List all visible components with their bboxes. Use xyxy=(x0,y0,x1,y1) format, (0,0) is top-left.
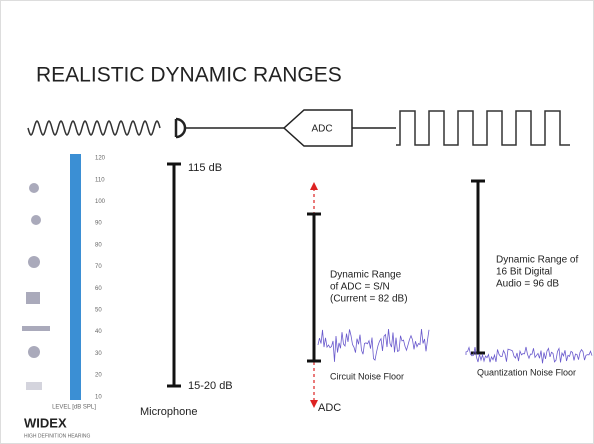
scale-tick-label: 20 xyxy=(95,373,102,379)
sound-icons xyxy=(22,183,50,390)
logo: WIDEX xyxy=(24,415,67,430)
level-axis-label: LEVEL [dB SPL] xyxy=(52,405,96,411)
range-description: Dynamic Range xyxy=(330,270,402,281)
range-description: Dynamic Range of xyxy=(496,255,578,266)
scale-tick-label: 10 xyxy=(95,394,102,400)
scale-tick-label: 100 xyxy=(95,199,106,205)
range-description: (Current = 82 dB) xyxy=(330,294,408,305)
scale-tick-label: 40 xyxy=(95,329,102,335)
scale-tick-label: 120 xyxy=(95,156,106,162)
adc-label: ADC xyxy=(318,402,341,414)
noise-floor xyxy=(465,346,593,364)
scale-tick-label: 80 xyxy=(95,242,102,248)
range-description: Audio = 96 dB xyxy=(496,279,559,290)
sine-wave xyxy=(27,119,161,137)
mic-bottom: 15-20 dB xyxy=(188,380,233,392)
range-description: 16 Bit Digital xyxy=(496,267,552,278)
noise-label: Circuit Noise Floor xyxy=(330,371,404,381)
scale-tick-label: 30 xyxy=(95,351,102,357)
mic-top: 115 dB xyxy=(188,162,222,174)
logo-tagline: HIGH DEFINITION HEARING xyxy=(24,433,91,439)
scale-tick-label: 50 xyxy=(95,307,102,313)
scale-tick-label: 70 xyxy=(95,264,102,270)
range-description: of ADC = S/N xyxy=(330,282,390,293)
adc-box-label: ADC xyxy=(311,124,332,135)
slide-title: REALISTIC DYNAMIC RANGES xyxy=(36,64,342,87)
scale-tick-label: 90 xyxy=(95,221,102,227)
microphone-icon xyxy=(175,117,187,139)
noise-floor xyxy=(317,328,430,362)
noise-label: Quantization Noise Floor xyxy=(477,367,576,377)
scale-tick-label: 60 xyxy=(95,286,102,292)
level-bar xyxy=(70,154,81,400)
square-wave xyxy=(396,110,570,146)
mic-label: Microphone xyxy=(140,406,197,418)
scale-tick-label: 110 xyxy=(95,177,105,183)
